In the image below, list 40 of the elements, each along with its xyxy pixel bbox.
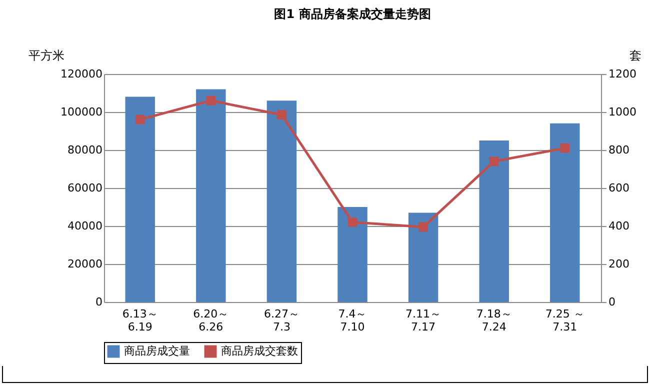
legend-label: 商品房成交量 xyxy=(124,344,190,358)
bar xyxy=(125,96,155,302)
y-tick-label: 80000 xyxy=(68,144,102,156)
y2-tick-label: 1200 xyxy=(608,68,636,80)
chart-title: 图1 商品房备案成交量走势图 xyxy=(274,7,431,21)
y2-tick-label: 400 xyxy=(608,220,630,232)
point xyxy=(489,156,499,166)
x-tick-label: 7.4～ 7.10 xyxy=(338,308,367,334)
point xyxy=(277,110,286,120)
y-tick-label: 100000 xyxy=(60,106,102,118)
x-tick-label: 6.13～ 6.19 xyxy=(122,308,158,334)
bar xyxy=(338,207,368,302)
x-tick-label: 7.18～ 7.24 xyxy=(476,308,512,334)
y2-tick-label: 600 xyxy=(608,182,630,194)
y2-tick-label: 800 xyxy=(608,144,630,156)
y-tick-label: 0 xyxy=(96,296,102,308)
y2-tick-label: 1000 xyxy=(608,106,636,118)
bar xyxy=(408,212,438,302)
bar xyxy=(550,123,580,302)
y-tick-label: 20000 xyxy=(68,258,102,270)
y-tick-label: 40000 xyxy=(68,220,102,232)
y-tick-label: 60000 xyxy=(68,182,102,194)
y-axis-title: 平方米 xyxy=(28,48,64,62)
y2-tick-label: 200 xyxy=(608,258,630,270)
legend-label: 商品房成交套数 xyxy=(221,344,298,358)
point xyxy=(348,218,358,227)
x-tick-label: 7.25 ～ 7.31 xyxy=(545,308,584,334)
bar xyxy=(266,100,297,302)
bar xyxy=(479,140,509,302)
y2-axis-title: 套 xyxy=(630,48,642,62)
point xyxy=(206,96,216,106)
point xyxy=(135,114,145,124)
point xyxy=(560,143,570,153)
y-tick-label: 120000 xyxy=(60,68,102,80)
x-tick-label: 6.27～ 7.3 xyxy=(264,308,300,334)
y2-tick-label: 0 xyxy=(608,296,616,308)
x-tick-label: 7.11～ 7.17 xyxy=(406,308,442,334)
bar xyxy=(196,89,226,302)
point xyxy=(418,222,428,232)
x-tick-label: 6.20～ 6.26 xyxy=(193,308,229,334)
